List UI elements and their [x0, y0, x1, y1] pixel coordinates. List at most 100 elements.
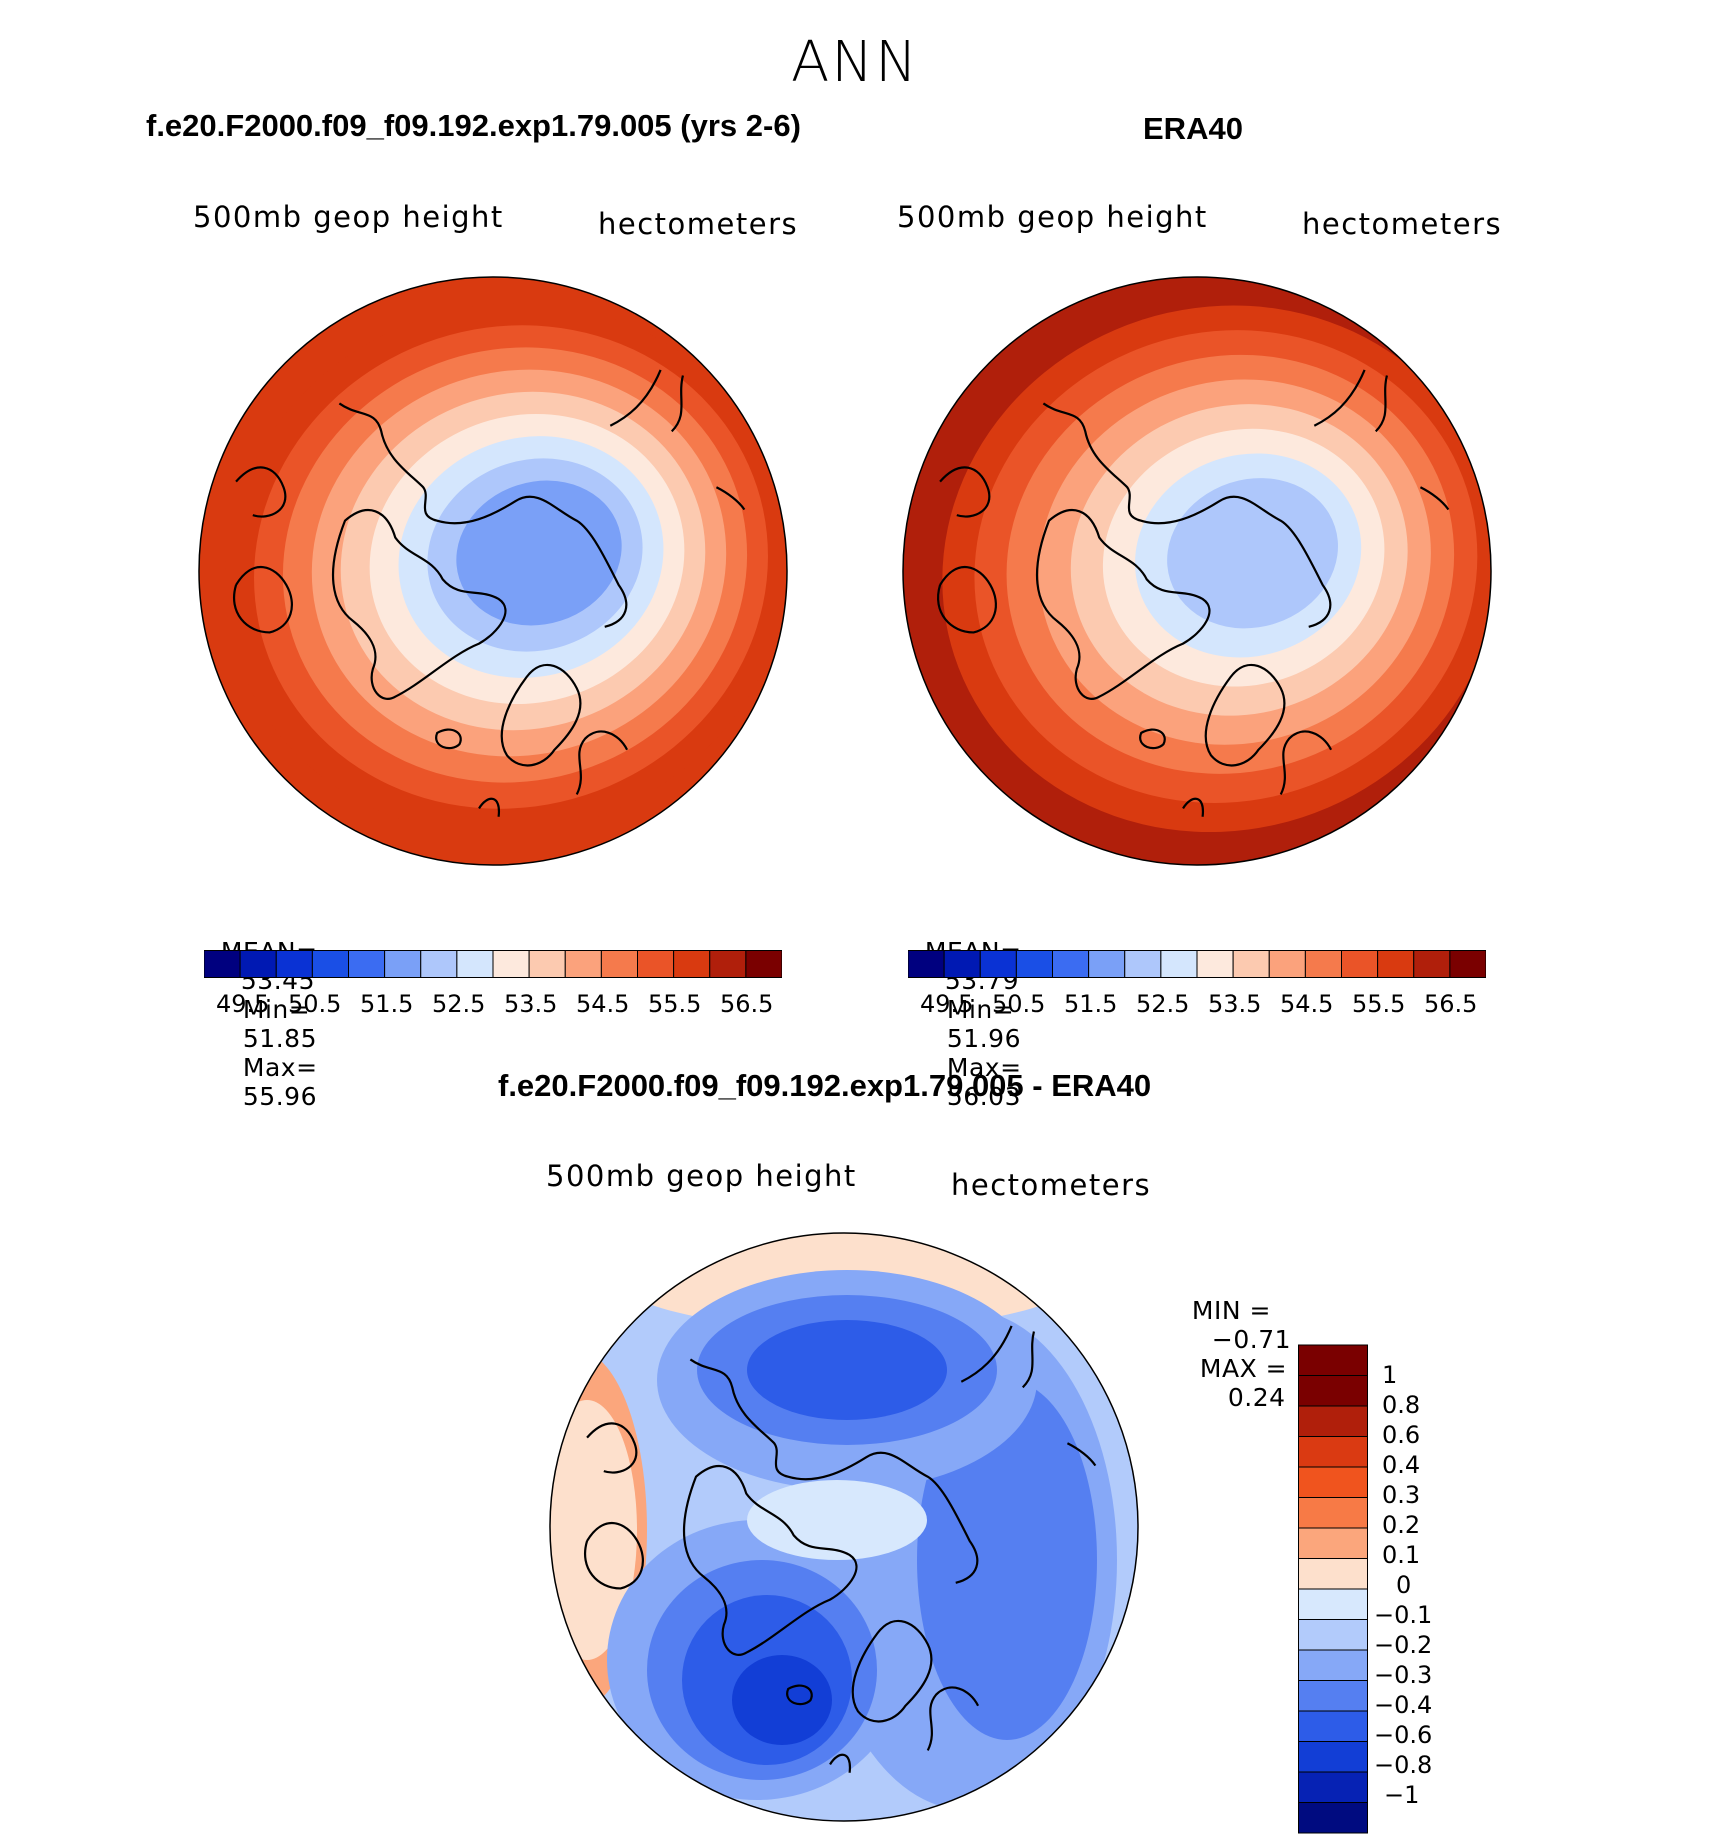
- colorbar-box: [1298, 1802, 1368, 1834]
- panel-3-max-value: 0.24: [1227, 1383, 1286, 1412]
- panel-2-min-value: 51.96: [946, 1024, 1021, 1053]
- map-outline: [549, 1232, 1139, 1822]
- coastline: [960, 1325, 1035, 1389]
- coastline: [939, 466, 991, 518]
- coastline: [235, 466, 287, 518]
- map-field: [903, 277, 1491, 865]
- colorbar-box: [1298, 1375, 1368, 1407]
- colorbar-box: [1088, 950, 1126, 978]
- panel-3-polar-map: [549, 1232, 1139, 1822]
- colorbar-box: [311, 950, 349, 978]
- coastline: [1204, 664, 1286, 767]
- coastline: [829, 1686, 980, 1773]
- coastline: [1036, 509, 1211, 700]
- panel-3-units-label: hectometers: [951, 1168, 1152, 1202]
- colorbar-box: [1298, 1466, 1368, 1498]
- coastline: [851, 1620, 933, 1723]
- colorbar-box: [528, 950, 566, 978]
- coastline: [1066, 1442, 1097, 1467]
- panel-2-max-value: 56.03: [946, 1082, 1021, 1111]
- colorbar-box: [492, 950, 530, 978]
- colorbar-box: [1232, 950, 1270, 978]
- panel-1-units-label: hectometers: [598, 207, 799, 241]
- colorbar-box: [745, 950, 782, 978]
- coastline: [332, 509, 507, 700]
- panel-3-min-value: −0.71: [1211, 1325, 1292, 1354]
- panel-3-variable-label: 500mb geop height: [546, 1159, 857, 1193]
- colorbar-box: [1298, 1497, 1368, 1529]
- colorbar-box: [1298, 1680, 1368, 1712]
- contour-band: [747, 1480, 927, 1560]
- colorbar-box: [908, 950, 945, 978]
- coastline: [786, 1684, 813, 1706]
- coastline: [1182, 730, 1333, 817]
- coastline: [500, 664, 582, 767]
- panel-2-title: ERA40: [1143, 111, 1243, 146]
- panel-2-tick-label: 52.5: [1136, 990, 1190, 1018]
- colorbar-box: [420, 950, 458, 978]
- colorbar-box: [1298, 1710, 1368, 1742]
- panel-3-tick-label: 0.4: [1382, 1451, 1421, 1479]
- colorbar-box: [1298, 1588, 1368, 1620]
- panel-3-min-label: MIN =: [1191, 1296, 1271, 1325]
- panel-1-title: f.e20.F2000.f09_f09.192.exp1.79.005 (yrs…: [146, 108, 801, 143]
- colorbar-box: [204, 950, 241, 978]
- panel-2-max-label: Max=: [946, 1053, 1022, 1082]
- contour-band: [747, 1320, 947, 1420]
- colorbar-box: [709, 950, 747, 978]
- coastlines: [584, 1325, 1097, 1773]
- panel-1-tick-label: 50.5: [288, 990, 342, 1018]
- colorbar-box: [1341, 950, 1379, 978]
- colorbar-box: [1298, 1527, 1368, 1559]
- coastline: [435, 728, 462, 750]
- coastline: [478, 730, 629, 817]
- panel-2-tick-label: 55.5: [1352, 990, 1406, 1018]
- panel-3-tick-label: 0.1: [1382, 1541, 1421, 1569]
- panel-1-max-value: 55.96: [242, 1082, 317, 1111]
- panel-2-tick-label: 51.5: [1064, 990, 1118, 1018]
- panel-3-tick-label: −0.2: [1374, 1631, 1433, 1659]
- colorbar-box: [1015, 950, 1053, 978]
- panel-3-tick-label: 0.3: [1382, 1481, 1421, 1509]
- coastline: [715, 486, 746, 511]
- colorbar-box: [673, 950, 711, 978]
- panel-3-tick-label: 0.2: [1382, 1511, 1421, 1539]
- colorbar-box: [1268, 950, 1306, 978]
- panel-1-stats: MEAN= 53.45 Min= 51.85 Max= 55.96: [204, 908, 782, 1111]
- colorbar-box: [1298, 1741, 1368, 1773]
- colorbar-box: [1449, 950, 1486, 978]
- panel-2-colorbar: [908, 950, 1486, 978]
- colorbar-box: [1124, 950, 1162, 978]
- panel-2-tick-label: 54.5: [1280, 990, 1334, 1018]
- colorbar-box: [1298, 1619, 1368, 1651]
- coastline: [586, 1422, 638, 1474]
- map-outline: [198, 276, 788, 866]
- colorbar-box: [1298, 1344, 1368, 1376]
- panel-2-min-label: Min=: [946, 995, 1015, 1024]
- colorbar-box: [600, 950, 638, 978]
- contour-band: [917, 1380, 1097, 1740]
- coastline: [1313, 369, 1388, 433]
- coastlines: [937, 369, 1450, 817]
- panel-2-tick-label: 56.5: [1424, 990, 1478, 1018]
- panel-3-tick-label: −1: [1384, 1781, 1420, 1809]
- colorbar-box: [1377, 950, 1415, 978]
- coastline: [338, 402, 628, 628]
- colorbar-box: [1304, 950, 1342, 978]
- colorbar-box: [979, 950, 1017, 978]
- coastline: [1139, 728, 1166, 750]
- coastline: [683, 1465, 858, 1656]
- panel-3-tick-label: −0.1: [1374, 1601, 1433, 1629]
- panel-1-tick-label: 49.5: [216, 990, 270, 1018]
- panel-2-tick-label: 49.5: [920, 990, 974, 1018]
- coastline: [937, 565, 997, 634]
- contour-band: [732, 1655, 832, 1745]
- coastline: [1042, 402, 1332, 628]
- colorbar-box: [348, 950, 386, 978]
- panel-2-variable-label: 500mb geop height: [897, 200, 1208, 234]
- contour-band: [456, 480, 622, 626]
- figure-title: ANN: [790, 30, 920, 95]
- panel-3-title: f.e20.F2000.f09_f09.192.exp1.79.005 - ER…: [498, 1068, 1152, 1103]
- colorbar-box: [637, 950, 675, 978]
- coastline: [233, 565, 293, 634]
